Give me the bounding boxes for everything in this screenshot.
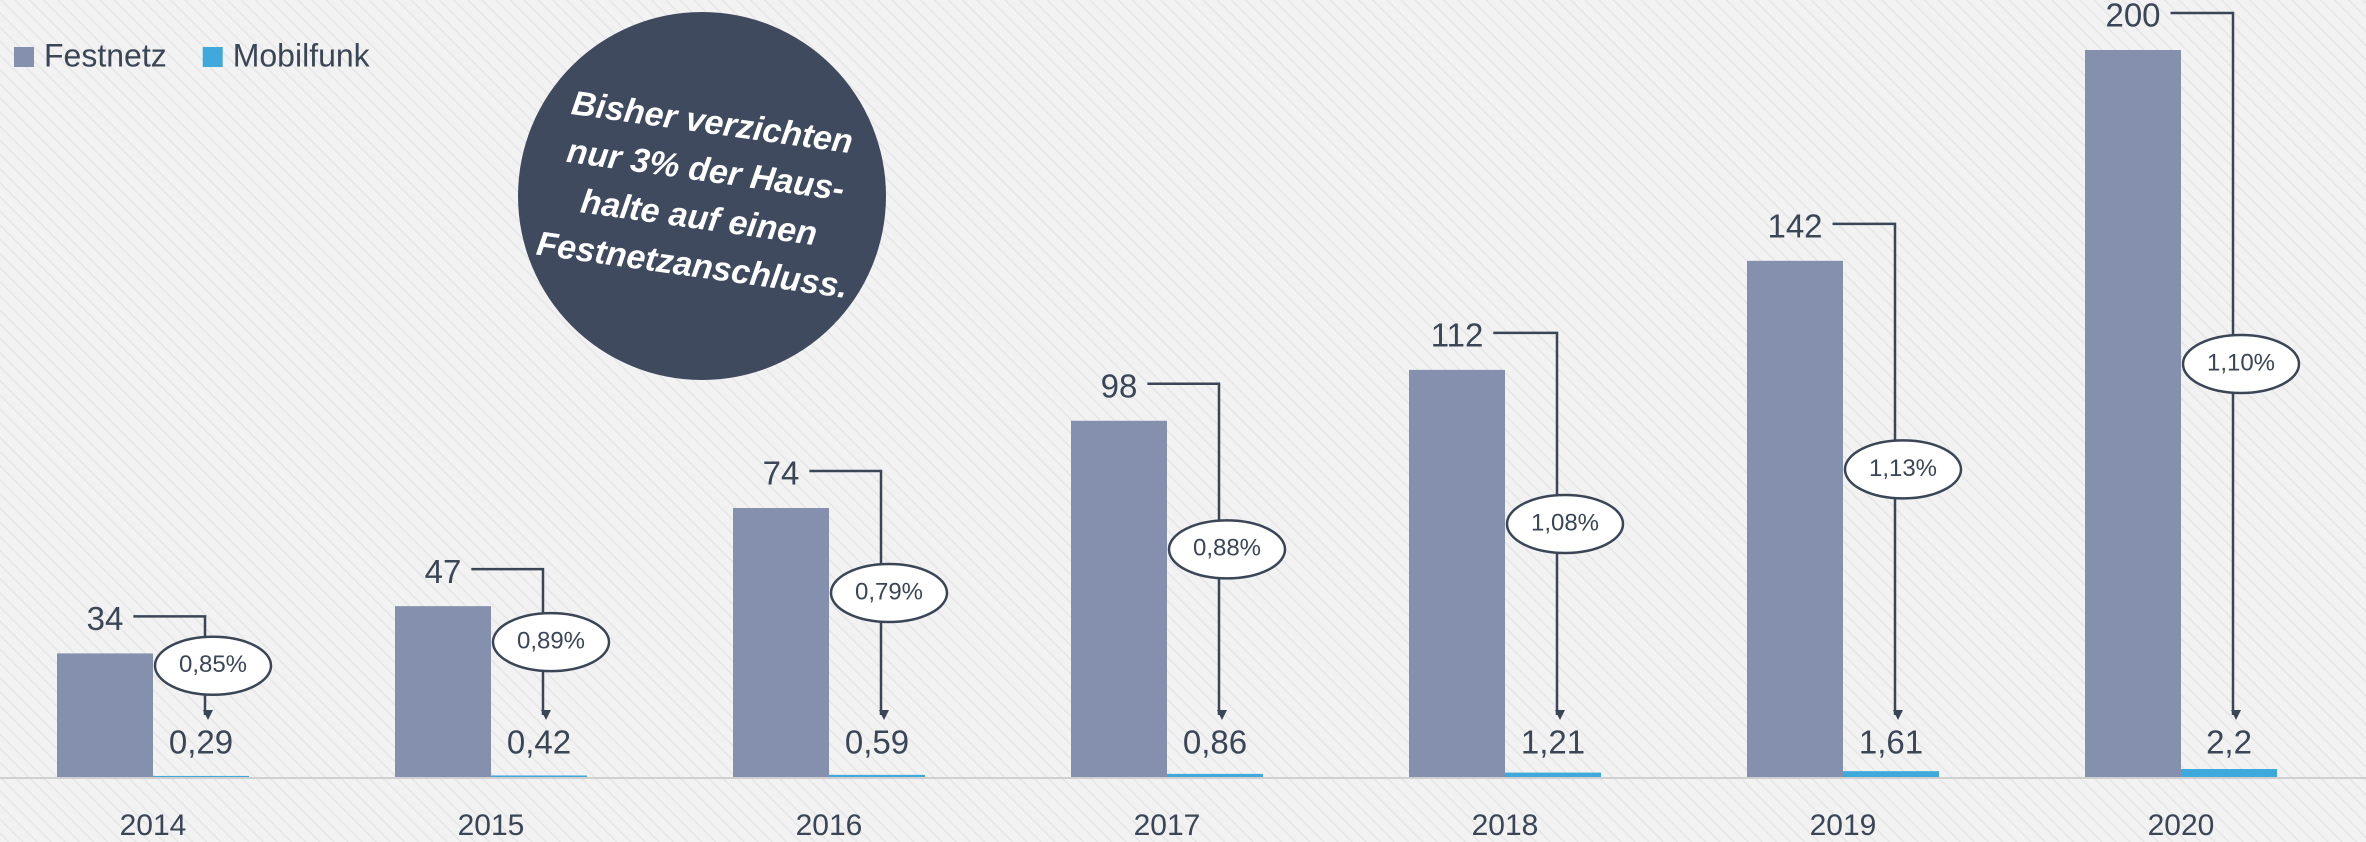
bar xyxy=(733,508,829,777)
x-tick-label: 2016 xyxy=(796,809,863,842)
x-tick-label: 2018 xyxy=(1472,809,1539,842)
legend: Festnetz Mobilfunk xyxy=(14,37,371,73)
x-tick-label: 2020 xyxy=(2148,809,2215,842)
annotation-bubble xyxy=(1505,493,1625,555)
value-label: 47 xyxy=(425,553,462,590)
legend-swatch xyxy=(202,47,223,67)
bar xyxy=(395,606,491,777)
annotation: 0,85% xyxy=(179,651,247,678)
value-label: 1,21 xyxy=(1521,724,1585,761)
bar xyxy=(491,775,587,777)
annotation-bubble xyxy=(1843,439,1963,500)
annotation-bubble xyxy=(829,562,949,624)
x-tick-label: 2019 xyxy=(1810,809,1877,842)
x-tick-label: 2017 xyxy=(1134,809,1201,842)
annotation: 1,10% xyxy=(2207,349,2275,376)
arrow xyxy=(1493,331,1565,720)
bar xyxy=(1505,772,1601,777)
bar xyxy=(153,775,249,777)
bar xyxy=(1167,773,1263,777)
arrow xyxy=(2170,11,2241,720)
annotation: 0,88% xyxy=(1193,535,1261,562)
annotation: 1,08% xyxy=(1531,509,1599,536)
value-label: 0,59 xyxy=(845,724,909,761)
annotation-bubble xyxy=(2181,333,2301,395)
annotation: 1,13% xyxy=(1869,455,1937,482)
x-tick-label: 2014 xyxy=(120,809,187,842)
bar xyxy=(1843,771,1939,777)
value-label: 0,42 xyxy=(507,724,571,761)
annotation-bubble xyxy=(1167,519,1287,580)
legend-label: Festnetz xyxy=(44,37,167,73)
value-label: 200 xyxy=(2105,0,2160,34)
bar xyxy=(2181,769,2277,777)
annotation: 0,89% xyxy=(517,627,585,654)
annotation-bubble xyxy=(491,611,611,673)
x-tick-label: 2015 xyxy=(458,809,525,842)
annotation: 0,79% xyxy=(855,578,923,605)
value-label: 1,61 xyxy=(1859,724,1923,761)
value-label: 98 xyxy=(1101,367,1138,404)
bar xyxy=(57,653,153,777)
value-label: 0,29 xyxy=(169,724,233,761)
arrow xyxy=(809,469,889,720)
legend-swatch xyxy=(14,47,34,67)
bar xyxy=(829,774,925,777)
arrow xyxy=(1147,382,1227,720)
bar xyxy=(1071,420,1167,777)
bar xyxy=(1409,369,1505,777)
value-label: 142 xyxy=(1767,208,1822,245)
annotation-bubble xyxy=(153,635,273,696)
legend-label: Mobilfunk xyxy=(233,37,371,73)
value-label: 34 xyxy=(87,600,124,637)
callout-circle xyxy=(518,12,886,380)
bar xyxy=(1747,260,1843,778)
value-label: 2,2 xyxy=(2206,724,2252,761)
value-label: 0,86 xyxy=(1183,724,1247,761)
arrow xyxy=(1832,222,1903,720)
bar xyxy=(2085,50,2181,777)
value-label: 112 xyxy=(1431,317,1484,354)
value-label: 74 xyxy=(763,455,800,492)
